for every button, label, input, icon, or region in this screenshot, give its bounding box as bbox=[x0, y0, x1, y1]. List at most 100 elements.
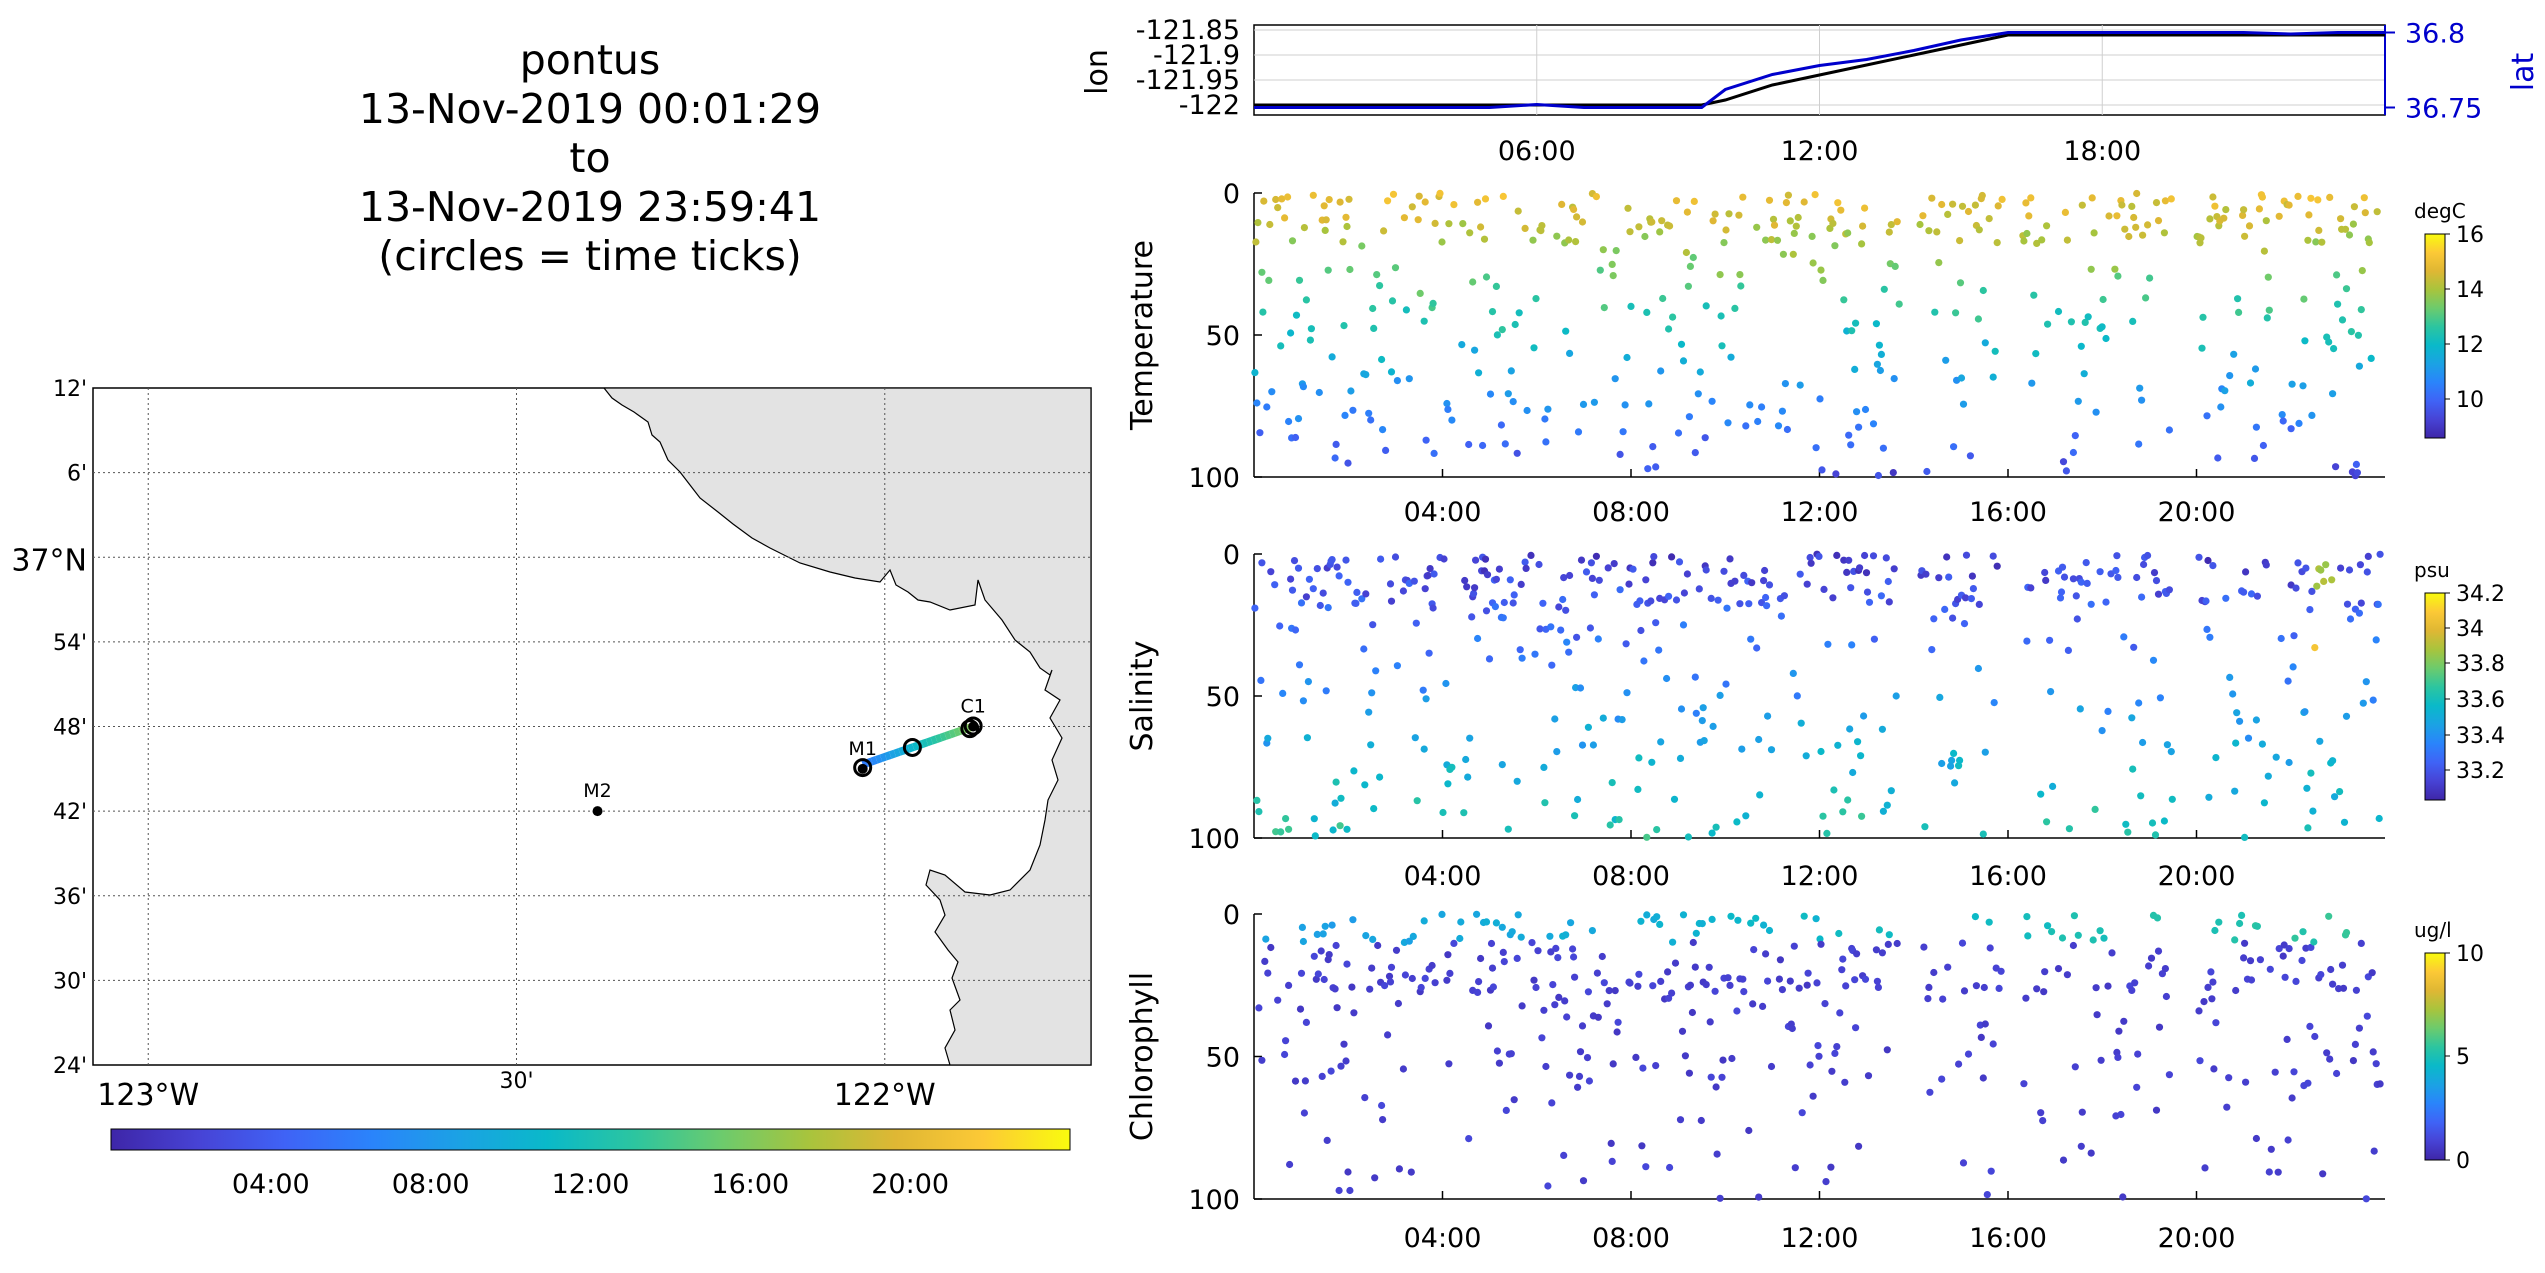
data-point bbox=[1750, 946, 1758, 954]
data-point bbox=[1956, 756, 1964, 765]
data-point bbox=[1513, 449, 1521, 457]
data-point bbox=[1865, 598, 1874, 606]
data-point bbox=[2275, 212, 2283, 220]
data-point bbox=[1969, 585, 1977, 593]
data-point bbox=[1760, 577, 1768, 585]
data-point bbox=[1625, 580, 1633, 588]
data-point bbox=[1665, 994, 1673, 1002]
data-point bbox=[1658, 217, 1666, 225]
data-point bbox=[1674, 429, 1683, 437]
data-point bbox=[2352, 986, 2360, 994]
data-point bbox=[2072, 592, 2080, 600]
data-point bbox=[2096, 927, 2104, 935]
data-point bbox=[1990, 699, 1998, 707]
data-point bbox=[2357, 599, 2365, 607]
data-point bbox=[2207, 968, 2215, 976]
data-point bbox=[1734, 916, 1742, 924]
data-point bbox=[2284, 1136, 2292, 1144]
data-point bbox=[1324, 604, 1332, 612]
map-grid bbox=[93, 388, 1091, 1065]
data-point bbox=[1948, 756, 1956, 765]
data-point bbox=[1609, 1060, 1617, 1068]
data-point bbox=[1872, 946, 1880, 954]
data-point bbox=[1286, 1160, 1294, 1169]
data-point bbox=[2149, 656, 2158, 664]
data-point bbox=[1622, 640, 1630, 648]
data-point bbox=[1576, 684, 1585, 692]
data-point bbox=[1832, 470, 1840, 478]
data-point bbox=[2093, 1011, 2101, 1019]
data-point bbox=[1493, 1047, 1501, 1055]
data-point bbox=[2367, 354, 2375, 362]
x-tick: 04:00 bbox=[1404, 861, 1482, 892]
track-segment bbox=[935, 733, 943, 743]
data-point bbox=[1284, 193, 1292, 201]
data-point bbox=[2310, 938, 2318, 946]
data-point bbox=[2332, 463, 2340, 471]
colorbar-unit: psu bbox=[2414, 558, 2450, 582]
data-point bbox=[1332, 941, 1340, 950]
data-point bbox=[2260, 247, 2268, 255]
data-point bbox=[1373, 271, 1381, 279]
data-point bbox=[1608, 260, 1616, 268]
data-point bbox=[2241, 232, 2249, 240]
data-point bbox=[2325, 338, 2333, 346]
data-point bbox=[1879, 444, 1887, 452]
x-tick: 20:00 bbox=[2158, 861, 2236, 892]
data-point bbox=[1563, 1013, 1571, 1021]
data-point bbox=[1742, 422, 1750, 430]
data-point bbox=[1450, 939, 1458, 948]
data-point bbox=[1837, 206, 1845, 214]
data-point bbox=[1300, 1109, 1308, 1117]
data-point bbox=[1299, 697, 1307, 705]
data-point bbox=[1643, 911, 1651, 919]
data-point bbox=[1851, 976, 1859, 984]
data-point bbox=[1874, 471, 1882, 480]
data-point bbox=[1365, 708, 1373, 716]
data-point bbox=[1924, 995, 1932, 1003]
data-point bbox=[2131, 979, 2139, 987]
data-point bbox=[1328, 921, 1336, 929]
data-point bbox=[2195, 553, 2203, 561]
data-point bbox=[1619, 428, 1627, 436]
data-point bbox=[1664, 968, 1672, 976]
data-point bbox=[1925, 227, 1933, 235]
data-point bbox=[2252, 1134, 2260, 1143]
data-point bbox=[1271, 581, 1279, 589]
data-point bbox=[1465, 440, 1473, 449]
data-point bbox=[1942, 356, 1950, 364]
data-point bbox=[1959, 400, 1968, 408]
data-point bbox=[1611, 987, 1619, 995]
data-point bbox=[2167, 748, 2175, 756]
data-point bbox=[1776, 956, 1784, 964]
data-point bbox=[2081, 318, 2089, 326]
map-lat-labels: 12' 6' 37°N 54' 48' 42' 36' 30' 24' bbox=[11, 377, 87, 1079]
data-point bbox=[1754, 417, 1762, 426]
data-point bbox=[2147, 954, 2156, 962]
data-point bbox=[1516, 646, 1524, 654]
data-point bbox=[1362, 371, 1370, 379]
data-point bbox=[1258, 1056, 1266, 1064]
data-point bbox=[1887, 221, 1895, 229]
data-point bbox=[1424, 571, 1432, 580]
data-point bbox=[1561, 997, 1569, 1005]
data-point bbox=[1762, 593, 1770, 602]
data-point bbox=[2063, 236, 2071, 244]
data-point bbox=[1592, 193, 1600, 201]
data-point bbox=[2279, 952, 2287, 960]
data-point bbox=[1812, 915, 1820, 923]
data-point bbox=[2112, 566, 2120, 575]
data-point bbox=[2077, 1142, 2085, 1150]
data-point bbox=[1302, 1018, 1310, 1026]
data-point bbox=[1722, 680, 1730, 688]
data-point bbox=[1931, 308, 1939, 316]
data-point bbox=[1659, 294, 1667, 303]
data-point bbox=[2145, 962, 2153, 970]
data-point bbox=[1294, 564, 1303, 572]
data-point bbox=[1623, 689, 1631, 697]
data-point bbox=[2326, 1055, 2334, 1063]
data-point bbox=[1950, 749, 1958, 758]
x-tick: 20:00 bbox=[2158, 497, 2236, 528]
data-point bbox=[1365, 409, 1373, 417]
data-point bbox=[1680, 589, 1688, 597]
